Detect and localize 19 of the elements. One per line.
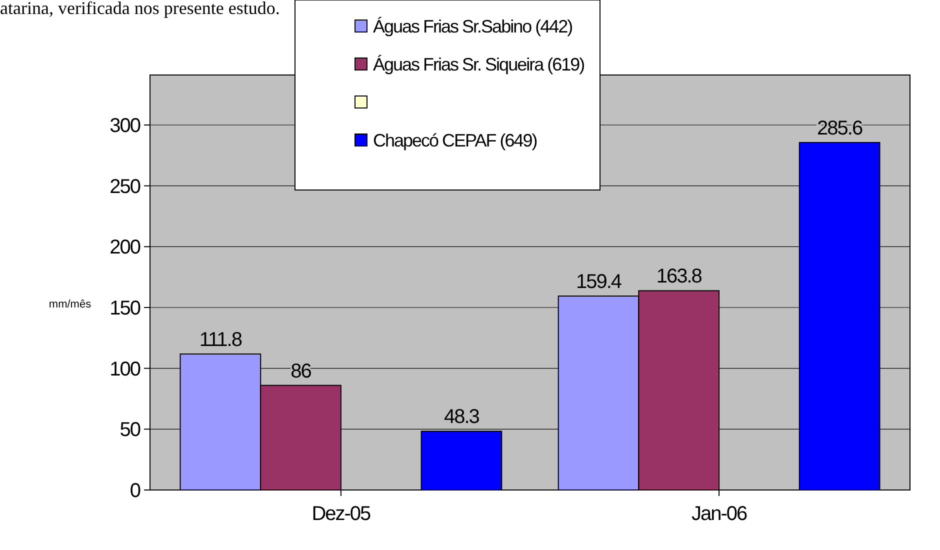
x-tick-label: Jan-06	[691, 503, 748, 525]
data-label: 159.4	[576, 271, 622, 294]
y-tick-label: 200	[110, 236, 141, 259]
y-axis-title: mm/mês	[48, 298, 92, 310]
data-label: 285.6	[817, 118, 863, 140]
x-tick-label: Dez-05	[312, 503, 372, 525]
legend-label: Chapecó CEPAF (649)	[373, 130, 537, 150]
data-label: 111.8	[199, 328, 242, 351]
text: atarina, verificada nos presente estudo.	[0, 0, 280, 18]
y-tick-label: 250	[110, 176, 141, 198]
data-label: 48.3	[444, 406, 480, 428]
legend-label: Águas Frias Sr.Sabino (442)	[373, 16, 572, 36]
y-tick-label: 300	[110, 115, 141, 137]
legend-label: Águas Frias Sr. Siqueira (619)	[373, 54, 584, 74]
y-tick-label: 100	[110, 358, 141, 380]
data-label: 163.8	[656, 266, 702, 288]
y-tick-label: 0	[130, 480, 141, 502]
y-tick-label: 50	[120, 419, 141, 442]
y-tick-label: 150	[110, 298, 141, 320]
